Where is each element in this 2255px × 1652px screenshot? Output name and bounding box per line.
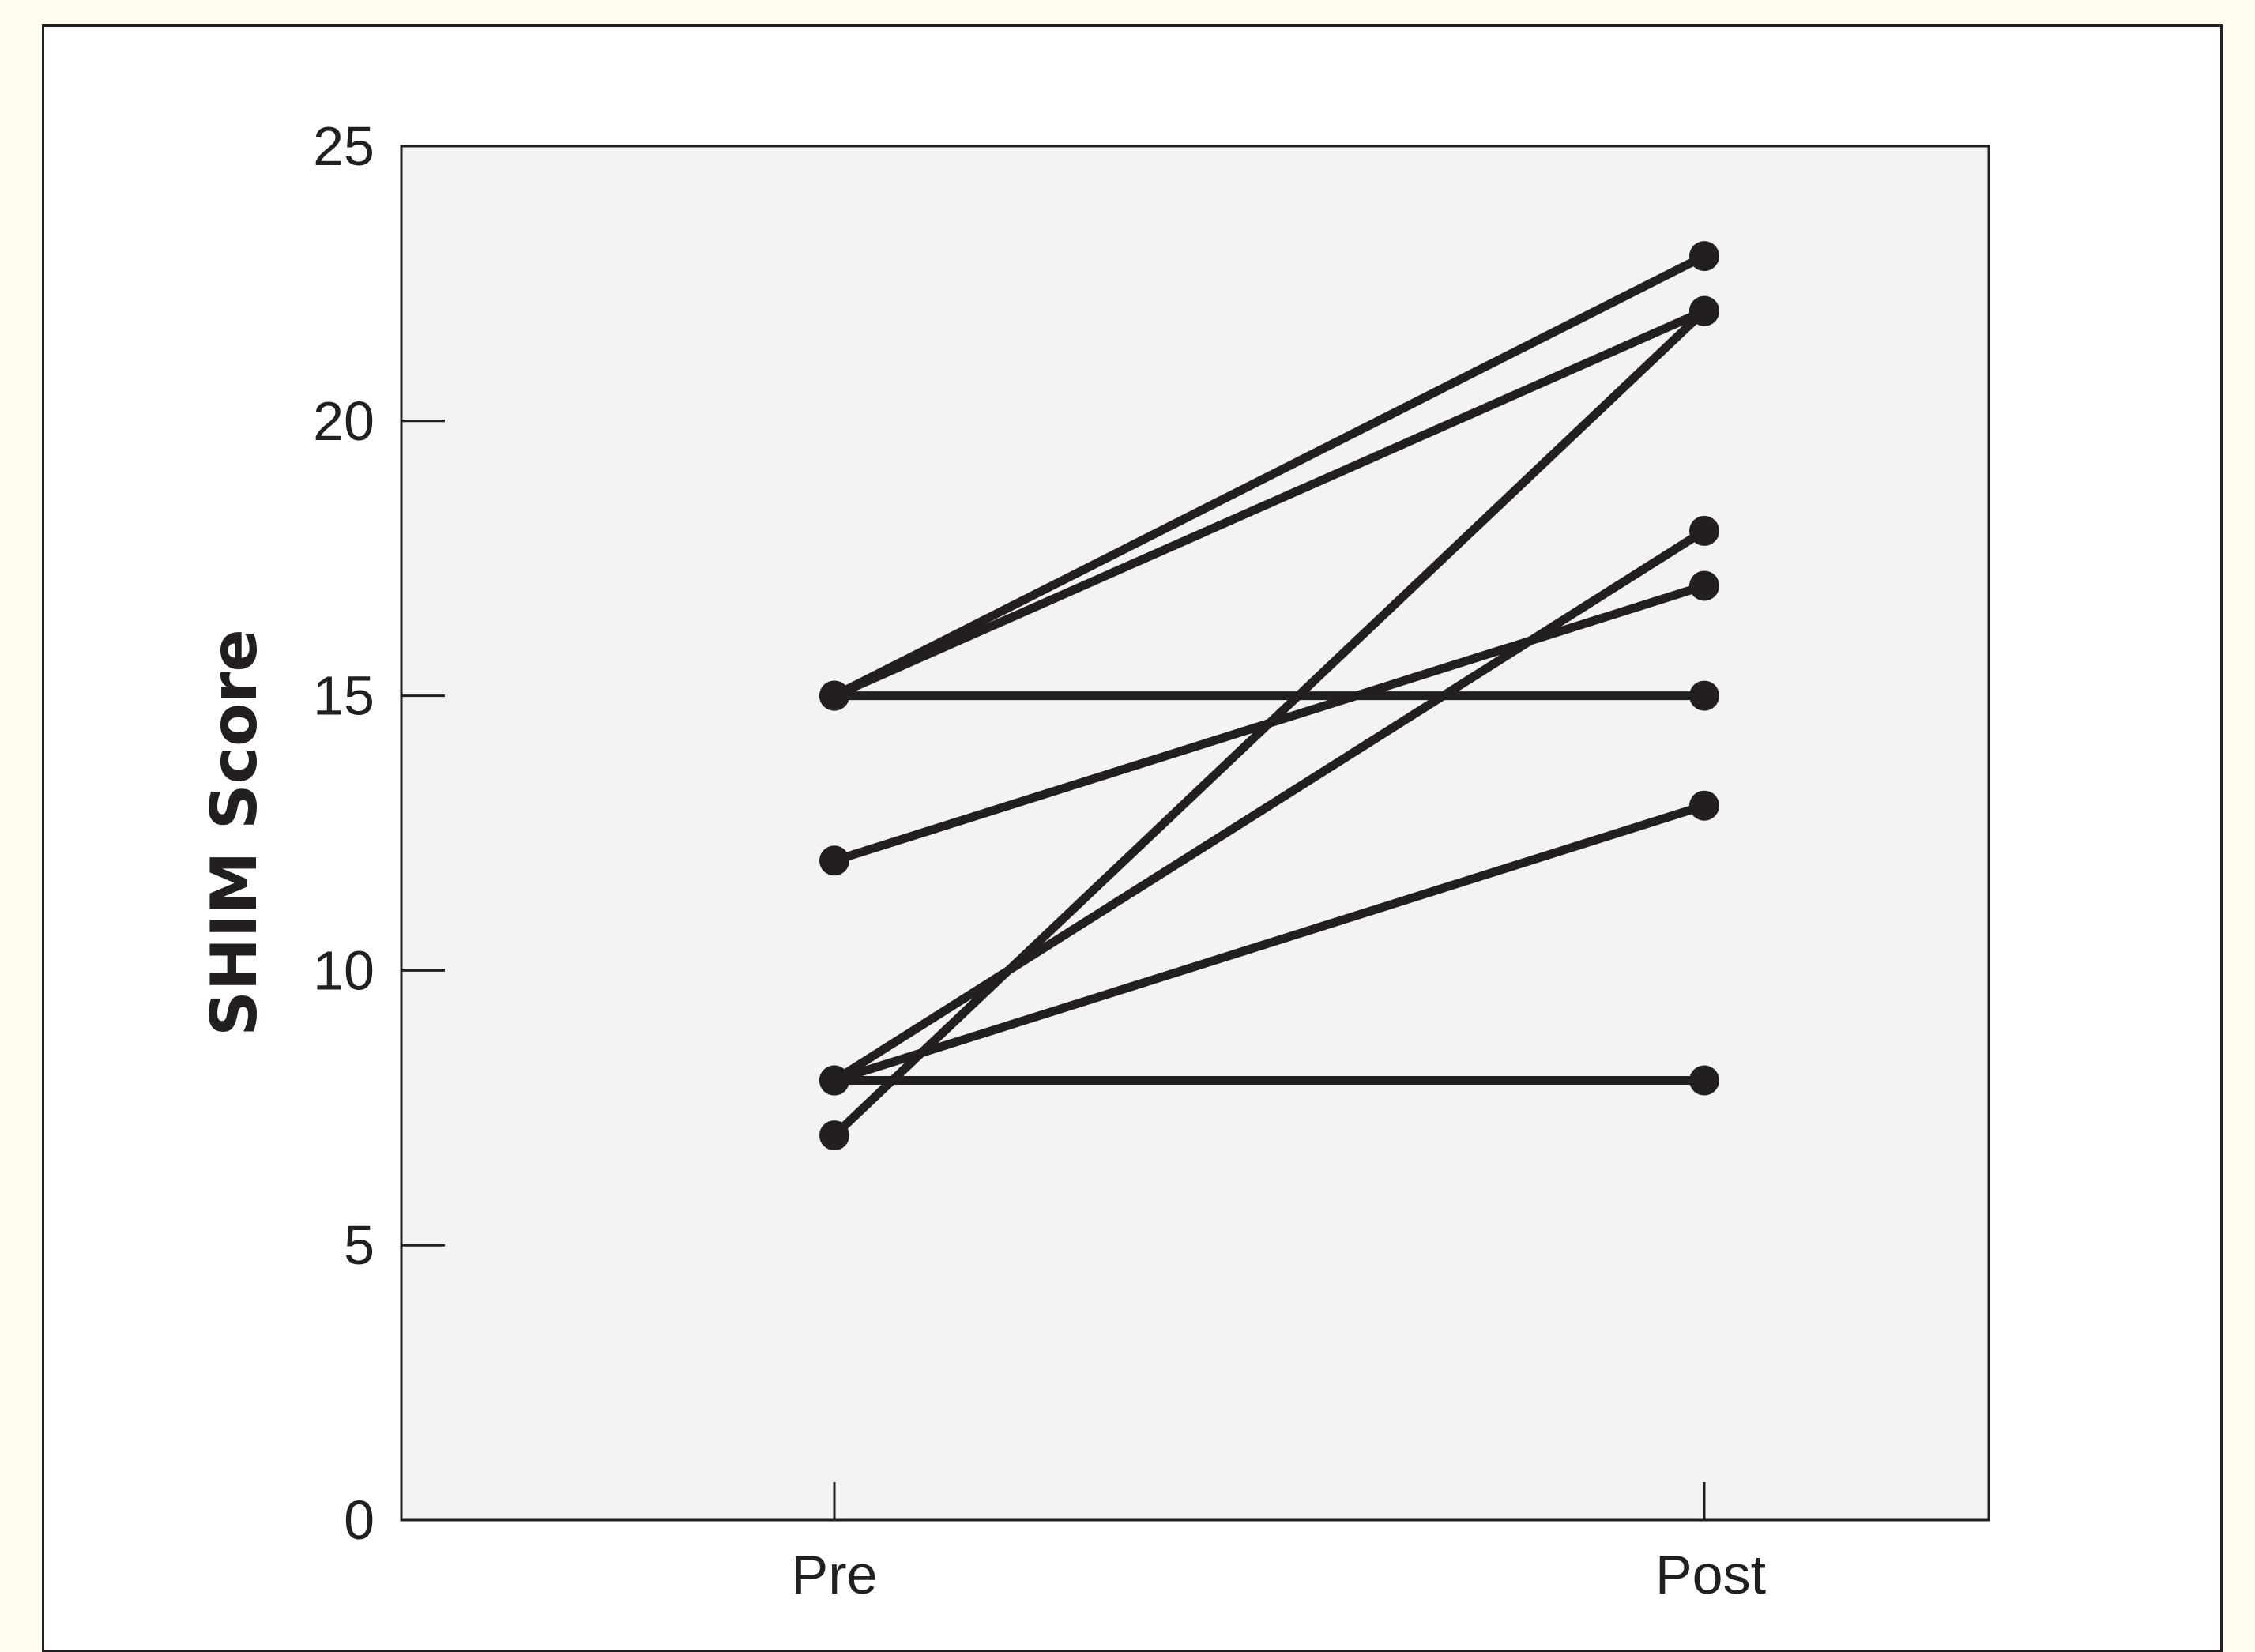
data-point xyxy=(1689,1065,1719,1096)
series-line-8 xyxy=(830,307,1709,1140)
data-point xyxy=(1689,295,1719,326)
series-line-6 xyxy=(830,801,1709,1086)
data-point xyxy=(1689,790,1719,821)
figure-frame: 0 5 10 15 20 25 Pre Post SHIM Score xyxy=(42,24,2223,1652)
data-point xyxy=(819,1120,849,1151)
series-group xyxy=(819,241,1719,1151)
data-point xyxy=(819,1065,849,1096)
data-point xyxy=(819,680,849,711)
x-tick-label-pre: Pre xyxy=(792,1544,878,1605)
series-line-5 xyxy=(830,526,1709,1086)
y-axis: 0 5 10 15 20 25 xyxy=(313,115,445,1551)
data-point xyxy=(1689,241,1719,272)
y-axis-title: SHIM Score xyxy=(198,629,271,1037)
data-point xyxy=(1689,570,1719,601)
y-tick-label: 25 xyxy=(313,115,375,177)
y-tick-label: 5 xyxy=(344,1214,375,1276)
y-tick-label: 10 xyxy=(313,939,375,1001)
plot-area xyxy=(400,145,1990,1522)
data-point xyxy=(819,845,849,876)
y-tick-label: 20 xyxy=(313,390,375,452)
series-line-1 xyxy=(830,251,1709,701)
x-axis: Pre Post xyxy=(792,1482,1766,1605)
series-line-2 xyxy=(830,307,1709,701)
y-tick-label: 15 xyxy=(313,665,375,727)
data-point xyxy=(1689,515,1719,546)
y-tick-label: 0 xyxy=(344,1489,375,1551)
shim-score-chart: 0 5 10 15 20 25 Pre Post SHIM Score xyxy=(198,115,1990,1605)
x-tick-label-post: Post xyxy=(1655,1544,1766,1605)
data-point xyxy=(1689,680,1719,711)
